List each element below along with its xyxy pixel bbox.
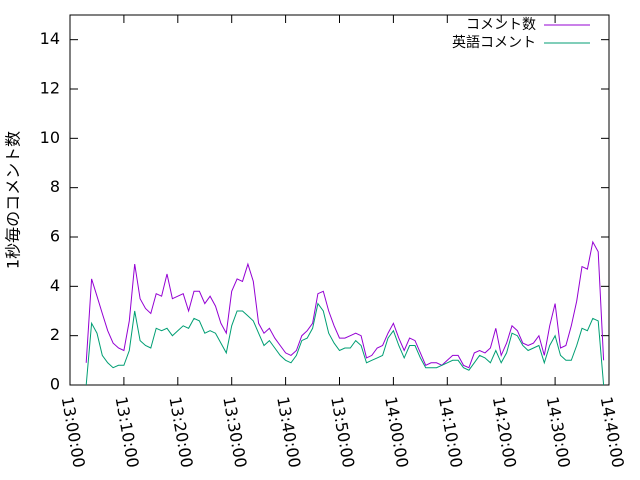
plot-frame bbox=[69, 14, 610, 386]
legend-label: 英語コメント bbox=[452, 34, 536, 51]
series-line bbox=[85, 302, 605, 386]
x-tick-label: 14:00:00 bbox=[381, 395, 412, 469]
x-tick-label: 14:30:00 bbox=[543, 395, 574, 469]
series-line bbox=[85, 240, 605, 369]
legend-label: コメント数 bbox=[466, 17, 536, 33]
x-tick-label: 14:10:00 bbox=[435, 395, 466, 469]
y-tick-label: 10 bbox=[40, 128, 60, 147]
y-tick-label: 14 bbox=[40, 29, 60, 48]
x-tick-label: 13:40:00 bbox=[273, 395, 304, 469]
y-tick-label: 6 bbox=[50, 227, 60, 246]
x-tick-label: 13:30:00 bbox=[219, 395, 250, 469]
x-tick-label: 13:00:00 bbox=[58, 395, 89, 469]
y-tick-label: 12 bbox=[40, 79, 60, 98]
x-tick-label: 14:40:00 bbox=[597, 395, 628, 469]
y-axis-label: 1秒毎のコメント数 bbox=[4, 131, 23, 269]
x-tick-label: 13:10:00 bbox=[112, 395, 143, 469]
y-tick-label: 2 bbox=[50, 325, 60, 344]
x-tick-label: 13:50:00 bbox=[327, 395, 358, 469]
y-tick-label: 0 bbox=[50, 375, 60, 394]
y-tick-label: 8 bbox=[50, 177, 60, 196]
x-tick-label: 14:20:00 bbox=[489, 395, 520, 469]
x-tick-label: 13:20:00 bbox=[165, 395, 196, 469]
y-tick-label: 4 bbox=[50, 276, 60, 295]
